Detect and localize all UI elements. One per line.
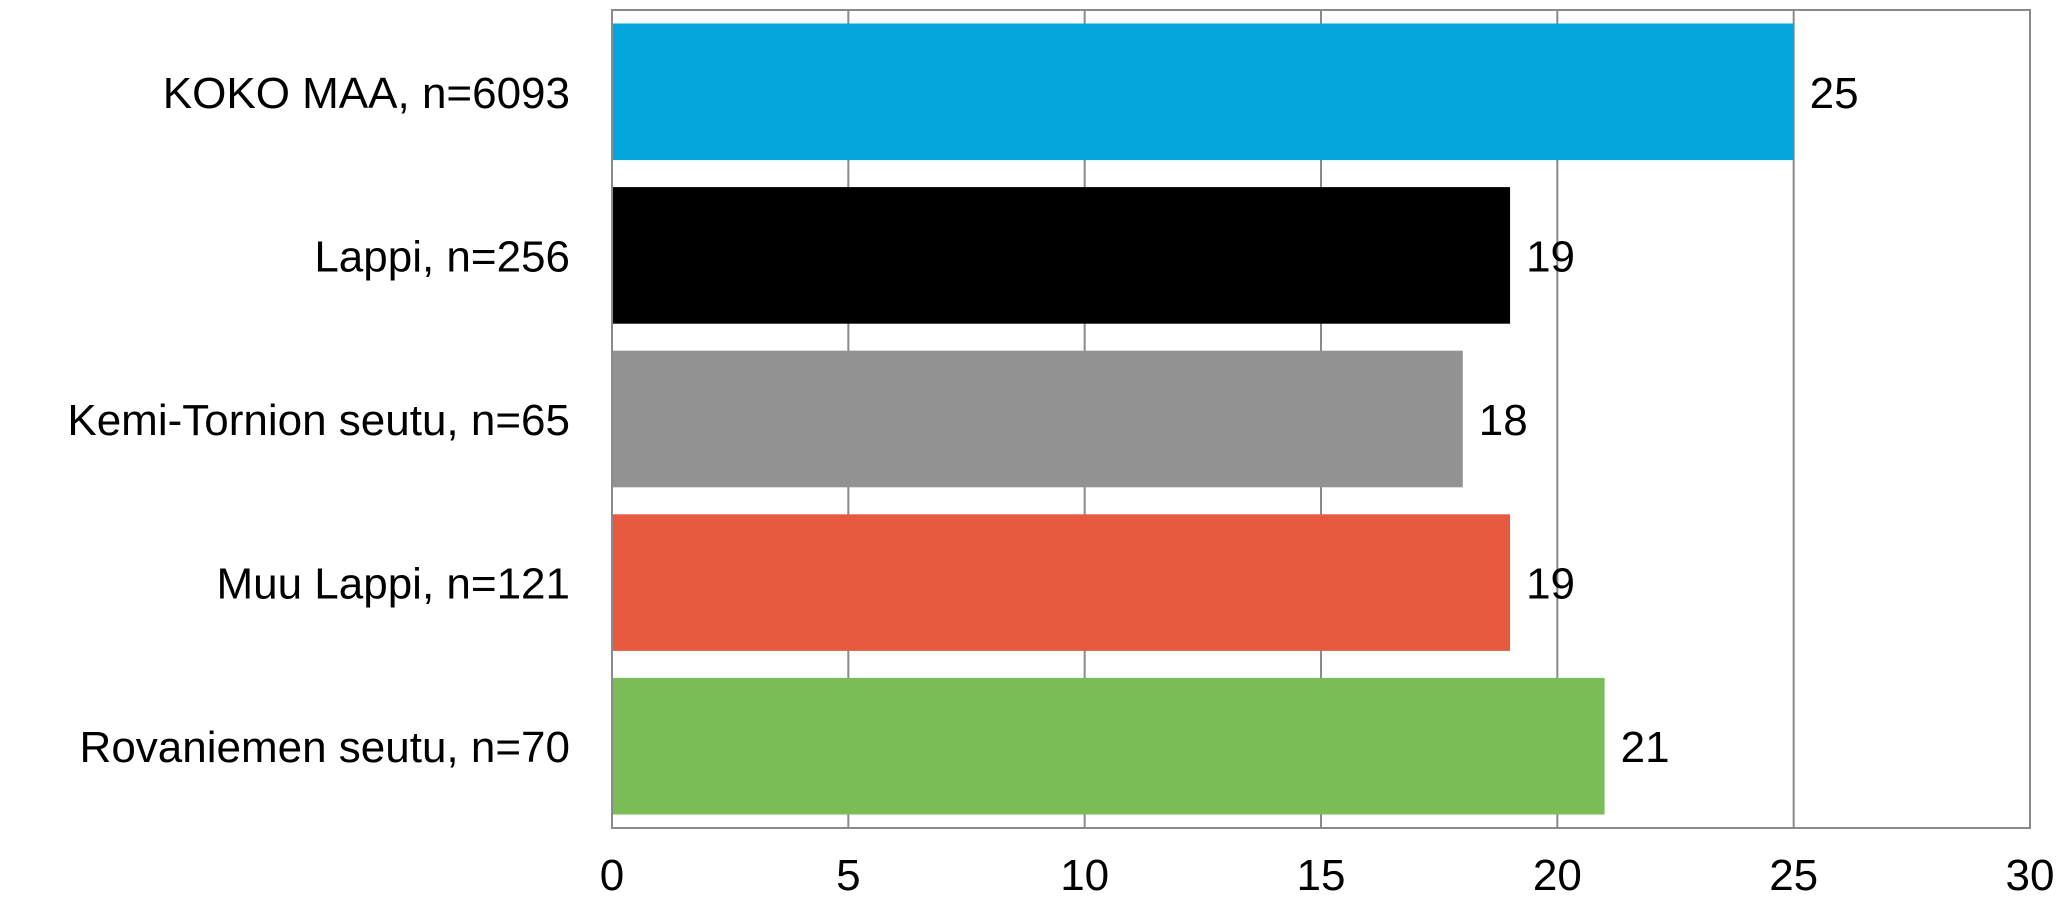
- x-tick-label: 25: [1769, 851, 1818, 900]
- x-tick-label: 0: [600, 851, 624, 900]
- bar: [612, 350, 1463, 488]
- bar: [612, 677, 1605, 815]
- x-axis-tick-labels: 0 5 10 15 20 25 30: [600, 851, 2055, 900]
- bar-value-label: 25: [1810, 69, 1859, 118]
- category-label: KOKO MAA, n=6093: [163, 69, 570, 118]
- category-label: Kemi-Tornion seutu, n=65: [67, 396, 570, 445]
- x-tick-label: 10: [1060, 851, 1109, 900]
- bars: [612, 23, 1794, 815]
- bar: [612, 187, 1511, 324]
- x-tick-label: 30: [2006, 851, 2055, 900]
- x-tick-label: 5: [836, 851, 860, 900]
- x-tick-label: 15: [1297, 851, 1346, 900]
- plot-area-frame: [611, 9, 2031, 829]
- bar-value-label: 18: [1479, 396, 1528, 445]
- bar-value-label: 19: [1526, 560, 1575, 609]
- category-label: Rovaniemen seutu, n=70: [80, 723, 570, 772]
- x-tick-label: 20: [1533, 851, 1582, 900]
- category-label: Lappi, n=256: [314, 232, 570, 281]
- bar: [612, 23, 1794, 161]
- category-label: Muu Lappi, n=121: [216, 560, 570, 609]
- bar-value-label: 21: [1621, 723, 1670, 772]
- bar-value-label: 19: [1526, 232, 1575, 281]
- data-labels: 25 19 18 19 21: [1479, 69, 1859, 772]
- category-labels: KOKO MAA, n=6093 Lappi, n=256 Kemi-Tornion…: [67, 69, 570, 772]
- bar: [612, 514, 1511, 651]
